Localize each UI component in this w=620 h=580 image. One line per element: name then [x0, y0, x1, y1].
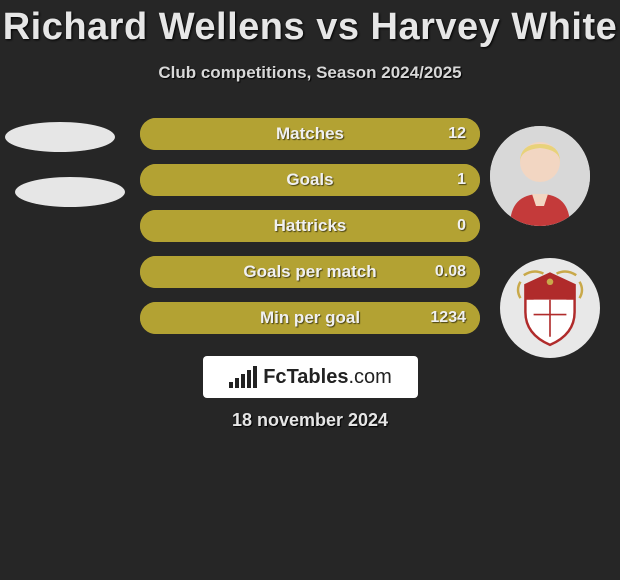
page-subtitle: Club competitions, Season 2024/2025: [0, 63, 620, 83]
bar-chart-icon: [229, 366, 257, 388]
date-text: 18 november 2024: [0, 410, 620, 431]
stat-value-right: 0: [457, 217, 466, 235]
stat-label: Goals: [286, 170, 333, 190]
branding-main: Tables: [287, 366, 349, 388]
stat-label: Matches: [276, 124, 344, 144]
stat-row: Min per goal 1234: [140, 302, 480, 334]
stat-value-right: 12: [448, 125, 466, 143]
page-title: Richard Wellens vs Harvey White: [0, 0, 620, 49]
left-placeholder-pill: [15, 177, 125, 207]
left-placeholder-pill: [5, 122, 115, 152]
stat-label: Hattricks: [274, 216, 347, 236]
stat-row: Goals per match 0.08: [140, 256, 480, 288]
stat-label: Min per goal: [260, 308, 360, 328]
stat-row: Matches 12: [140, 118, 480, 150]
club-right-badge: [500, 258, 600, 358]
stat-label: Goals per match: [243, 262, 376, 282]
branding-text: FcTables.com: [263, 366, 392, 389]
stat-value-right: 1234: [430, 309, 466, 327]
stat-value-right: 0.08: [435, 263, 466, 281]
branding-suffix: .com: [348, 366, 391, 388]
person-icon: [490, 126, 590, 226]
stat-row: Hattricks 0: [140, 210, 480, 242]
stat-value-right: 1: [457, 171, 466, 189]
crest-icon: [509, 267, 591, 349]
branding-logo: FcTables.com: [203, 356, 418, 398]
branding-prefix: Fc: [263, 366, 286, 388]
player-right-avatar: [490, 126, 590, 226]
stat-row: Goals 1: [140, 164, 480, 196]
